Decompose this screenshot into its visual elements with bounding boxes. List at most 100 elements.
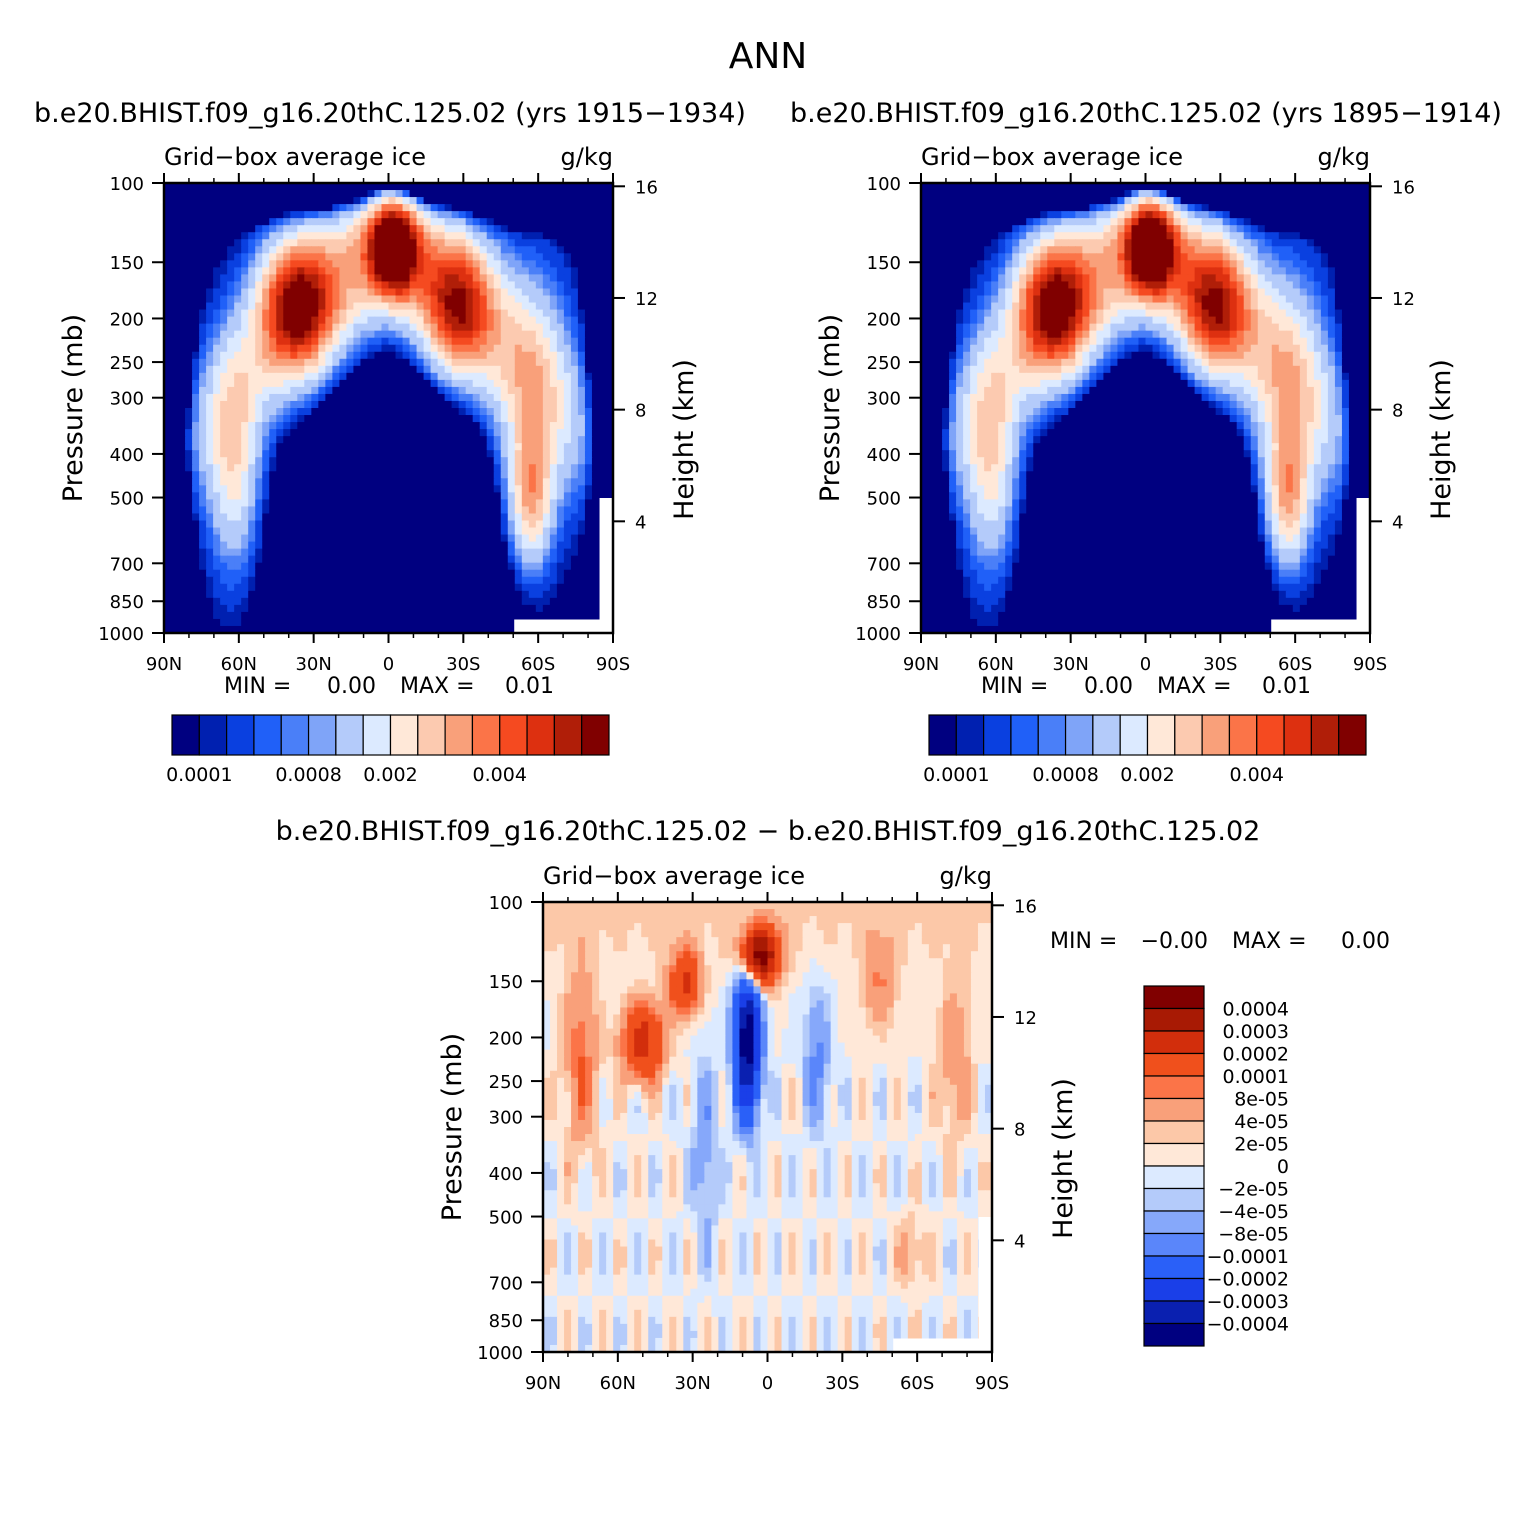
contour-cell xyxy=(570,548,579,557)
contour-cell xyxy=(318,225,326,233)
contour-cell xyxy=(556,253,565,261)
contour-cell xyxy=(956,232,964,240)
contour-cell xyxy=(521,408,530,416)
contour-cell xyxy=(437,225,446,233)
contour-cell xyxy=(507,478,516,486)
contour-cell xyxy=(192,295,200,304)
contour-cell xyxy=(521,513,530,522)
contour-cell xyxy=(388,372,397,381)
contour-cell xyxy=(1124,232,1133,240)
contour-cell xyxy=(521,211,530,219)
contour-cell xyxy=(213,183,221,191)
contour-cell xyxy=(1005,183,1013,191)
contour-cell xyxy=(213,618,221,627)
contour-cell xyxy=(199,471,207,479)
contour-cell xyxy=(493,569,502,578)
contour-cell xyxy=(605,436,614,444)
contour-cell xyxy=(1089,260,1097,268)
contour-cell xyxy=(584,590,593,599)
contour-cell xyxy=(528,548,537,557)
contour-cell xyxy=(283,337,291,346)
contour-cell xyxy=(1173,232,1182,240)
contour-cell xyxy=(388,197,397,205)
contour-cell xyxy=(528,576,537,585)
contour-cell xyxy=(416,288,425,297)
contour-cell xyxy=(325,415,333,423)
contour-cell xyxy=(325,330,333,339)
contour-cell xyxy=(318,372,326,381)
contour-cell xyxy=(1152,204,1161,212)
contour-cell xyxy=(444,576,453,585)
contour-cell xyxy=(241,499,249,508)
contour-cell xyxy=(360,365,369,374)
contour-cell xyxy=(325,492,333,501)
contour-cell xyxy=(444,611,453,620)
contour-cell xyxy=(346,379,355,388)
contour-cell xyxy=(206,534,214,543)
contour-cell xyxy=(465,450,474,458)
contour-cell xyxy=(458,302,467,311)
contour-cell xyxy=(192,274,200,283)
contour-cell xyxy=(1159,183,1168,191)
contour-cell xyxy=(311,436,319,444)
contour-cell xyxy=(311,260,319,268)
contour-cell xyxy=(472,513,481,522)
contour-cell xyxy=(563,295,572,304)
contour-cell xyxy=(1117,197,1126,205)
contour-cell xyxy=(437,485,446,493)
contour-cell xyxy=(1166,197,1175,205)
contour-cell xyxy=(381,583,390,592)
contour-cell xyxy=(493,204,502,212)
contour-cell xyxy=(437,478,446,486)
contour-cell xyxy=(395,625,404,634)
contour-cell xyxy=(248,548,256,557)
contour-cell xyxy=(367,618,376,627)
contour-cell xyxy=(395,309,404,318)
contour-cell xyxy=(479,548,488,557)
contour-cell xyxy=(556,576,565,585)
contour-cell xyxy=(528,344,537,353)
contour-cell xyxy=(563,267,572,276)
contour-cell xyxy=(227,274,235,283)
contour-cell xyxy=(1082,190,1090,198)
contour-cell xyxy=(451,478,460,486)
contour-cell xyxy=(430,597,439,606)
contour-cell xyxy=(171,429,179,437)
contour-cell xyxy=(234,422,242,430)
contour-cell xyxy=(507,492,516,501)
contour-cell xyxy=(479,422,488,430)
colorbar-box xyxy=(198,714,228,756)
contour-cell xyxy=(535,541,544,550)
contour-cell xyxy=(276,492,284,501)
contour-cell xyxy=(346,253,355,261)
contour-cell xyxy=(1334,253,1343,261)
contour-cell xyxy=(353,422,362,430)
contour-cell xyxy=(472,485,481,493)
contour-cell xyxy=(171,541,179,550)
contour-cell xyxy=(1103,260,1112,268)
contour-cell xyxy=(185,281,193,290)
contour-cell xyxy=(276,604,284,613)
contour-cell xyxy=(290,358,298,367)
contour-cell xyxy=(318,302,326,311)
contour-cell xyxy=(493,183,502,191)
contour-cell xyxy=(556,183,565,191)
contour-cell xyxy=(1103,239,1112,247)
contour-cell xyxy=(928,190,936,198)
x-tick-label: 90N xyxy=(146,654,182,675)
contour-cell xyxy=(360,281,369,290)
contour-cell xyxy=(556,246,565,254)
contour-cell xyxy=(465,408,474,416)
contour-cell xyxy=(185,351,193,360)
contour-cell xyxy=(430,225,439,233)
contour-cell xyxy=(570,604,579,613)
contour-cell xyxy=(402,316,411,325)
contour-cell xyxy=(1166,246,1175,254)
contour-cell xyxy=(535,604,544,613)
contour-cell xyxy=(304,429,312,437)
contour-cell xyxy=(584,443,593,451)
contour-cell xyxy=(1313,190,1322,198)
contour-cell xyxy=(290,408,298,416)
contour-cell xyxy=(171,218,179,226)
contour-cell xyxy=(178,604,186,613)
